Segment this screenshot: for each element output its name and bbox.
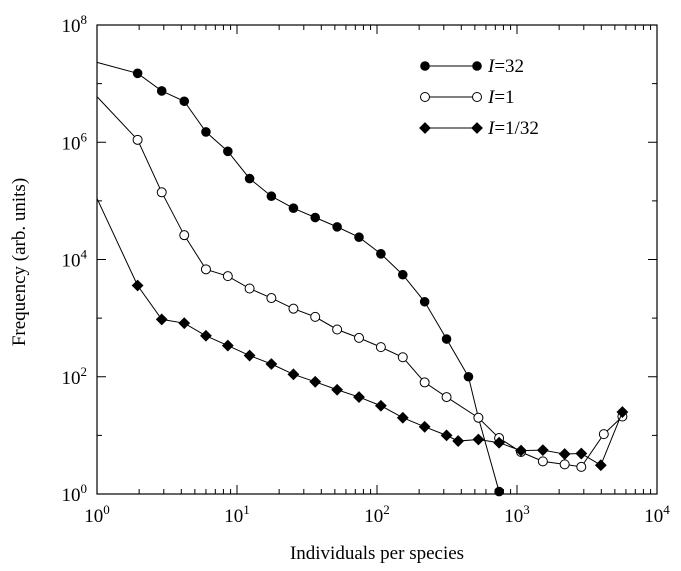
series-1-point	[156, 86, 167, 96]
series-1-point	[201, 127, 211, 137]
legend-label: I=1/32	[487, 118, 539, 139]
legend-label: I=1	[487, 87, 515, 108]
series-3-point	[353, 391, 365, 403]
series-2-point	[375, 342, 386, 353]
series-1-point	[244, 173, 255, 184]
series-1-line	[96, 61, 500, 492]
x-tick-label: 103	[504, 502, 530, 527]
series-3-point	[396, 411, 409, 424]
series-2-point	[473, 412, 484, 423]
series-2-point	[441, 392, 452, 403]
series-2-point	[419, 377, 430, 388]
series-2-point	[288, 303, 299, 314]
series-2	[96, 96, 628, 472]
series-3-point	[178, 317, 191, 330]
series-layer	[96, 61, 629, 497]
series-2-point	[266, 293, 277, 304]
series-3	[96, 198, 629, 472]
series-1-point	[266, 191, 277, 202]
legend-entry-1: I=32	[420, 56, 524, 77]
series-3-point	[575, 447, 588, 460]
legend-marker	[420, 61, 430, 71]
legend-marker	[420, 92, 430, 102]
legend-marker	[419, 122, 431, 134]
series-3-point	[515, 444, 527, 457]
series-1-point	[223, 146, 233, 157]
series-3-point	[200, 329, 212, 342]
y-tick-label: 108	[62, 12, 88, 37]
series-1-point	[376, 249, 386, 259]
series-1-point	[441, 334, 452, 344]
legend-entry-3: I=1/32	[419, 118, 539, 139]
series-3-point	[131, 279, 144, 292]
legend-label: I=32	[487, 56, 524, 77]
axis-ticks	[96, 24, 657, 495]
legend: I=32 I=1 I=1/32	[419, 56, 539, 139]
series-1-point	[310, 212, 321, 223]
x-tick-label: 101	[224, 502, 250, 527]
series-2-point	[200, 264, 211, 275]
y-tick-label: 106	[62, 129, 88, 154]
series-1-point	[419, 296, 430, 307]
series-2-point	[222, 271, 233, 282]
series-3-point	[374, 399, 387, 412]
y-tick-label: 104	[62, 247, 88, 272]
legend-marker	[472, 61, 482, 71]
series-1-point	[397, 269, 408, 280]
plot-frame	[96, 24, 658, 495]
series-2-point	[598, 429, 609, 440]
series-3-point	[331, 383, 344, 396]
series-2-point	[354, 332, 365, 343]
legend-marker	[471, 122, 483, 134]
y-tick-label: 102	[62, 364, 88, 389]
legend-marker	[472, 92, 482, 102]
x-tick-label: 102	[364, 502, 390, 527]
series-3-point	[594, 459, 607, 472]
series-1-point	[494, 486, 504, 497]
series-1-point	[354, 232, 364, 243]
series-2-point	[559, 459, 570, 470]
series-1-point	[463, 371, 474, 382]
series-3-point	[265, 358, 278, 370]
axis-tick-labels: 100 101 102 103 104 100 102 104 106 108	[62, 12, 671, 527]
series-2-point	[310, 311, 321, 322]
series-3-point	[155, 313, 168, 326]
series-3-point	[440, 429, 453, 442]
series-2-point	[332, 324, 343, 335]
series-1-point	[288, 203, 299, 213]
y-tick-label: 100	[62, 481, 88, 506]
series-2-point	[537, 456, 548, 467]
series-1-point	[179, 96, 190, 107]
series-3-point	[536, 444, 549, 457]
series-3-point	[309, 375, 322, 388]
series-3-point	[472, 433, 485, 446]
series-1-point	[132, 68, 143, 79]
series-3-point	[493, 436, 506, 449]
series-3-point	[243, 349, 256, 362]
series-2-point	[156, 187, 167, 198]
series-2-point	[576, 461, 587, 472]
legend-entry-2: I=1	[420, 87, 515, 108]
series-3-point	[221, 339, 234, 352]
series-2-point	[244, 283, 255, 294]
series-3-point	[558, 448, 571, 460]
series-3-point	[452, 435, 465, 447]
x-axis-label: Individuals per species	[290, 543, 464, 564]
series-2-line	[96, 96, 623, 468]
x-tick-label: 104	[644, 502, 670, 527]
series-2-point	[397, 352, 408, 363]
series-3-point	[287, 368, 300, 381]
series-1-point	[332, 222, 342, 232]
series-2-point	[132, 134, 143, 145]
series-2-point	[179, 230, 190, 241]
series-3-point	[418, 420, 431, 433]
y-axis-label: Frequency (arb. units)	[9, 178, 30, 346]
series-3-point	[616, 406, 629, 418]
x-tick-label: 100	[84, 502, 110, 527]
series-1	[96, 61, 504, 497]
